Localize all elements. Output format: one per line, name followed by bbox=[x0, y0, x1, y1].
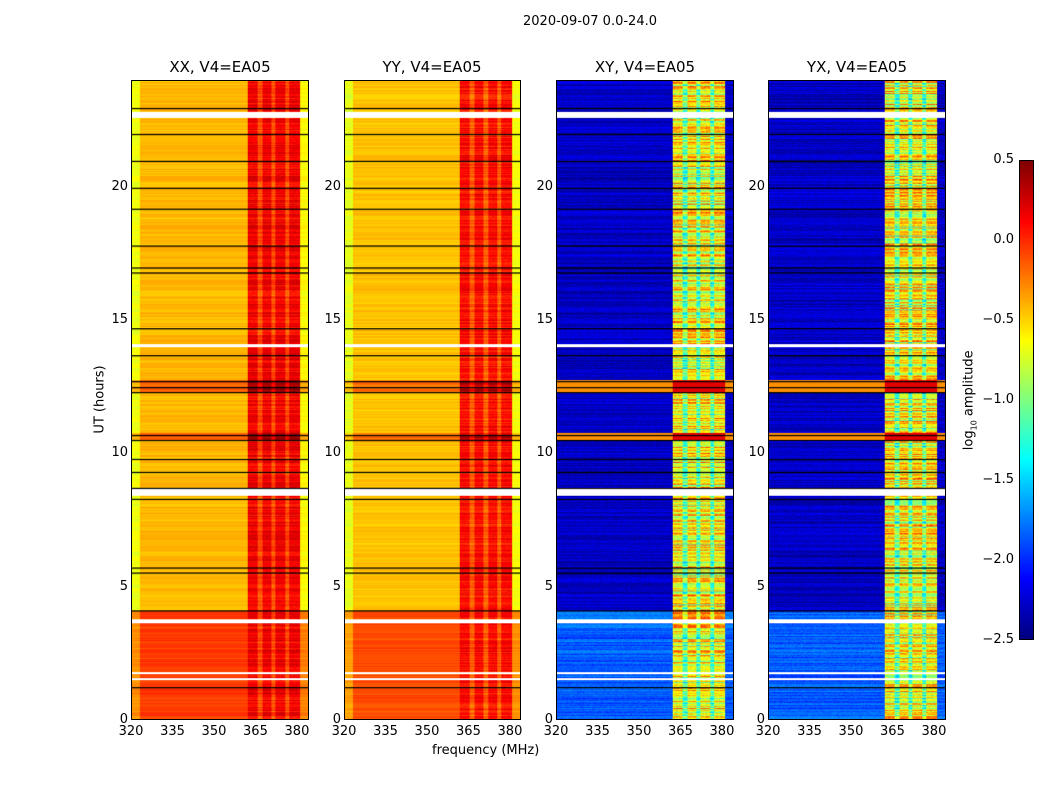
colorbar-tick-label: 0.5 bbox=[993, 152, 1014, 167]
x-tick-label: 380 bbox=[709, 724, 735, 739]
colorbar-tick-label: −1.5 bbox=[982, 472, 1014, 487]
x-tick-label: 320 bbox=[118, 724, 144, 739]
heatmap-image bbox=[557, 81, 733, 719]
y-tick-label: 0 bbox=[544, 712, 553, 727]
heatmap-yx bbox=[768, 80, 946, 720]
x-axis-label: frequency (MHz) bbox=[432, 743, 540, 758]
colorbar-tick-label: −2.5 bbox=[982, 632, 1014, 647]
y-tick-label: 20 bbox=[748, 178, 765, 194]
colorbar-tick-label: 0.0 bbox=[993, 232, 1014, 247]
y-tick-label: 0 bbox=[119, 712, 128, 727]
x-tick-label: 350 bbox=[201, 724, 227, 739]
y-tick-label: 5 bbox=[119, 578, 128, 594]
x-tick-label: 350 bbox=[414, 724, 440, 739]
y-tick-label: 0 bbox=[756, 712, 765, 727]
x-tick-label: 320 bbox=[331, 724, 357, 739]
figure-title: 2020-09-07 0.0-24.0 bbox=[523, 14, 657, 29]
x-tick-label: 335 bbox=[373, 724, 398, 739]
x-tick-label: 335 bbox=[797, 724, 822, 739]
heatmap-image bbox=[345, 81, 520, 719]
y-tick-label: 20 bbox=[536, 178, 553, 194]
x-tick-label: 335 bbox=[585, 724, 610, 739]
y-tick-label: 10 bbox=[748, 445, 765, 461]
panel-title-xx: XX, V4=EA05 bbox=[169, 58, 271, 76]
colorbar-tick-label: −2.0 bbox=[982, 552, 1014, 567]
colorbar-label: log10 amplitude bbox=[962, 340, 979, 460]
y-tick-label: 10 bbox=[536, 445, 553, 461]
y-tick-label: 15 bbox=[748, 312, 765, 327]
y-tick-label: 10 bbox=[111, 445, 128, 461]
x-tick-label: 380 bbox=[284, 724, 310, 739]
x-tick-label: 320 bbox=[543, 724, 569, 739]
y-axis-label: UT (hours) bbox=[92, 365, 108, 434]
heatmap-image bbox=[769, 81, 945, 719]
x-tick-label: 380 bbox=[921, 724, 947, 739]
colorbar-tick-label: −0.5 bbox=[982, 312, 1014, 327]
heatmap-yy bbox=[344, 80, 521, 720]
colorbar-label-text: amplitude bbox=[961, 350, 977, 421]
colorbar bbox=[1019, 160, 1034, 640]
x-tick-label: 365 bbox=[668, 724, 693, 739]
panel-title-xy: XY, V4=EA05 bbox=[594, 58, 696, 76]
colorbar-gradient bbox=[1020, 161, 1033, 639]
y-tick-label: 20 bbox=[324, 178, 341, 194]
x-tick-label: 335 bbox=[160, 724, 185, 739]
y-tick-label: 15 bbox=[536, 312, 553, 327]
x-tick-label: 350 bbox=[626, 724, 652, 739]
x-tick-label: 380 bbox=[497, 724, 523, 739]
x-tick-label: 365 bbox=[243, 724, 268, 739]
x-tick-label: 365 bbox=[456, 724, 481, 739]
y-tick-label: 20 bbox=[111, 178, 128, 194]
x-tick-label: 320 bbox=[755, 724, 781, 739]
heatmap-image bbox=[132, 81, 308, 719]
panel-title-yy: YY, V4=EA05 bbox=[382, 58, 482, 76]
y-tick-label: 5 bbox=[544, 578, 553, 594]
x-tick-label: 350 bbox=[838, 724, 864, 739]
x-tick-label: 365 bbox=[880, 724, 905, 739]
heatmap-xy bbox=[556, 80, 734, 720]
y-tick-label: 5 bbox=[756, 578, 765, 594]
colorbar-label-log: log bbox=[961, 430, 977, 451]
colorbar-tick-label: −1.0 bbox=[982, 392, 1014, 407]
y-tick-label: 10 bbox=[324, 445, 341, 461]
y-tick-label: 15 bbox=[324, 312, 341, 327]
y-tick-label: 5 bbox=[332, 578, 341, 594]
y-tick-label: 0 bbox=[332, 712, 341, 727]
heatmap-xx bbox=[131, 80, 309, 720]
y-tick-label: 15 bbox=[111, 312, 128, 327]
panel-title-yx: YX, V4=EA05 bbox=[806, 58, 908, 76]
colorbar-label-sub: 10 bbox=[969, 420, 979, 431]
